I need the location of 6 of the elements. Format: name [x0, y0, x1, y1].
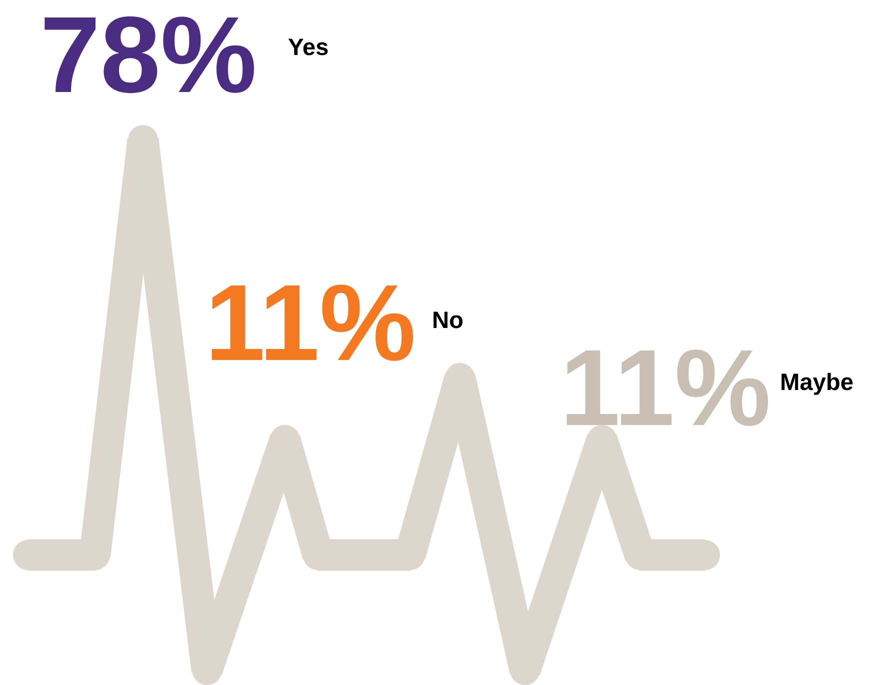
data-label: 78% [44, 16, 254, 94]
data-label: 11% [212, 284, 414, 361]
category-label: Yes [288, 38, 328, 56]
data-label: 11% [566, 350, 768, 426]
category-label: No [434, 312, 463, 328]
category-label: Maybe [782, 372, 853, 395]
